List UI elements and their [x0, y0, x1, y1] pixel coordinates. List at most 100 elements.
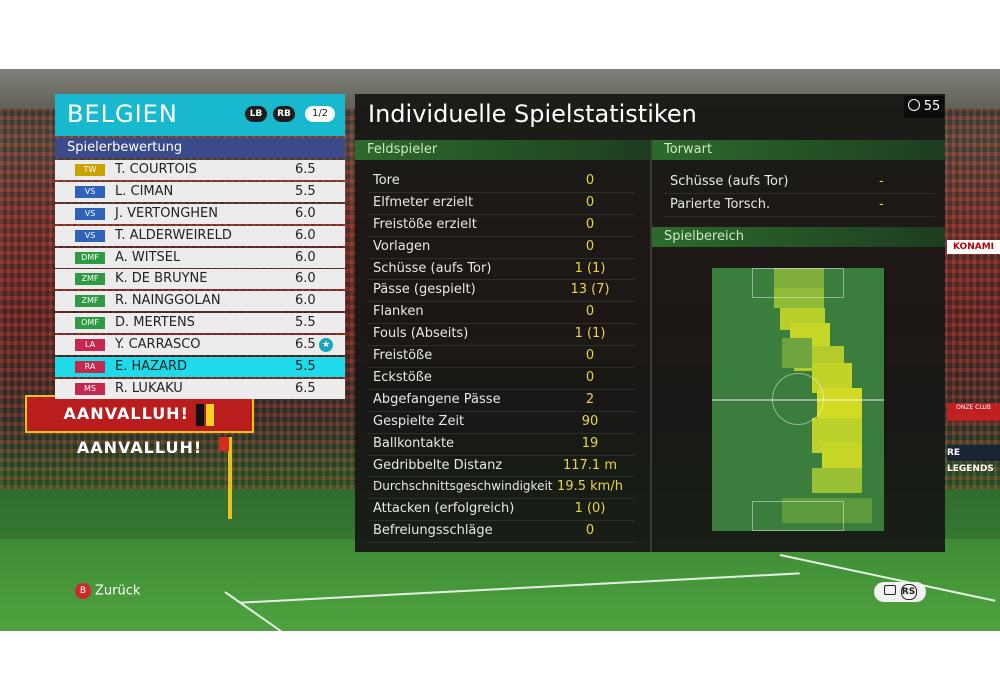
stat-value: 0 [585, 348, 595, 364]
legends-board: RE LEGENDS [947, 445, 1000, 474]
player-row[interactable]: OMF D. MERTENS 5.5 [55, 313, 345, 334]
stat-label: Gespielte Zeit [373, 413, 465, 429]
heatmap-cell [774, 288, 824, 308]
player-rating: 6.0 [295, 205, 316, 221]
stat-label: Pässe (gespielt) [373, 282, 476, 298]
player-name: D. MERTENS [115, 315, 195, 331]
stat-label: Ballkontakte [373, 435, 455, 451]
player-name: R. LUKAKU [115, 380, 183, 396]
pitch [0, 539, 1000, 631]
player-row[interactable]: VS J. VERTONGHEN 6.0 [55, 203, 345, 224]
back-button[interactable]: B Zurück [75, 583, 140, 599]
stat-value: 0 [585, 238, 595, 254]
page-indicator: 1/2 [305, 106, 335, 122]
stat-label: Tore [373, 173, 400, 188]
player-rating: 6.5 [295, 162, 316, 177]
player-row[interactable]: VS T. ALDERWEIRELD 6.0 [55, 225, 345, 246]
stat-value: 0 [585, 173, 595, 188]
stat-value: 0 [585, 523, 595, 539]
b-button-icon: B [75, 583, 91, 599]
stat-row: Fouls (Abseits) 1 (1) [368, 324, 635, 347]
position-badge: OMF [75, 317, 105, 330]
stat-row: Elfmeter erzielt 0 [368, 193, 635, 215]
stat-label: Durchschnittsgeschwindigkeit [373, 479, 553, 494]
stat-row: Vorlagen 0 [368, 237, 635, 259]
player-name: Y. CARRASCO [115, 337, 201, 353]
stat-label: Gedribbelte Distanz [373, 457, 503, 473]
gk-stat-value: - [879, 174, 884, 189]
crowd-right [945, 109, 1000, 489]
field-stats-list: Tore 0 Elfmeter erzielt 0 Freistöße erzielt 0… [368, 171, 635, 544]
rb-button[interactable]: RB [273, 106, 295, 122]
stat-row: Freistöße 0 [368, 346, 635, 369]
banner-text-right: AANVALLUH! [76, 438, 203, 457]
stat-value: 19.5 km/h [557, 479, 623, 495]
player-row[interactable]: RA E. HAZARD 5.5 [55, 357, 345, 378]
stat-value: 1 (1) [574, 326, 606, 342]
player-row[interactable]: DMF A. WITSEL 6.0 [55, 247, 345, 268]
stat-value: 117.1 m [562, 457, 617, 473]
pitch-marking [772, 373, 824, 425]
back-label: Zurück [95, 583, 141, 599]
banner-text-left: AANVALLUH! [63, 404, 189, 423]
clock-icon [907, 99, 920, 111]
player-row[interactable]: ZMF K. DE BRUYNE 6.0 [55, 269, 345, 290]
stat-row: Attacken (erfolgreich) 1 (0) [368, 499, 635, 522]
stat-label: Abgefangene Pässe [373, 391, 501, 407]
gk-stat-value: - [879, 197, 884, 212]
play-area-header: Spielbereich [652, 227, 945, 247]
stat-row: Gespielte Zeit 90 [368, 412, 635, 434]
stat-row: Pässe (gespielt) 13 (7) [368, 280, 635, 303]
position-badge: TW [75, 164, 105, 176]
stat-row: Schüsse (aufs Tor) 1 (1) [368, 259, 635, 281]
field-player-header: Feldspieler [355, 140, 650, 160]
flag-stripe-black [196, 403, 205, 426]
stat-label: Freistöße erzielt [373, 216, 477, 232]
position-badge: VS [75, 229, 105, 242]
position-badge: ZMF [75, 273, 105, 286]
player-name: T. ALDERWEIRELD [115, 227, 232, 243]
player-name: T. COURTOIS [115, 162, 197, 177]
stat-row: Gedribbelte Distanz 117.1 m [368, 456, 635, 478]
heatmap [712, 268, 884, 531]
player-name: L. CIMAN [115, 183, 174, 199]
player-rating: 6.0 [295, 271, 316, 287]
player-row[interactable]: MS R. LUKAKU 6.5 [55, 378, 345, 399]
stat-value: 1 (1) [574, 260, 606, 276]
team-name: BELGIEN [67, 100, 178, 128]
gk-stat-row: Parierte Torsch. - [664, 194, 934, 217]
stat-label: Fouls (Abseits) [373, 326, 469, 342]
pitch-marking [752, 501, 844, 531]
page-title: Individuelle Spielstatistiken [368, 100, 697, 128]
stat-label: Befreiungsschläge [373, 523, 493, 539]
position-badge: ZMF [75, 295, 105, 308]
stat-row: Durchschnittsgeschwindigkeit 19.5 km/h [368, 477, 635, 500]
rs-button-icon: RS [900, 584, 917, 600]
goalkeeper-stats-list: Schüsse (aufs Tor) - Parierte Torsch. - [664, 171, 934, 217]
position-badge: MS [75, 382, 105, 395]
player-rating: 6.5 [295, 337, 316, 353]
lb-button[interactable]: LB [245, 106, 267, 122]
player-name: J. VERTONGHEN [115, 205, 218, 221]
position-badge: RA [75, 361, 105, 374]
stat-label: Flanken [373, 304, 424, 320]
gk-stat-label: Parierte Torsch. [670, 197, 771, 212]
gk-stat-label: Schüsse (aufs Tor) [670, 174, 789, 189]
stat-row: Eckstöße 0 [368, 368, 635, 390]
pitch-marking [752, 268, 844, 298]
stat-value: 1 (0) [574, 501, 606, 517]
chat-icon [883, 585, 896, 595]
player-name: E. HAZARD [115, 359, 187, 375]
chat-rs-button[interactable]: RS [874, 582, 926, 602]
gk-stat-row: Schüsse (aufs Tor) - [664, 171, 934, 194]
player-row[interactable]: LA Y. CARRASCO 6.5 ★ [55, 335, 345, 356]
player-row[interactable]: VS L. CIMAN 5.5 [55, 181, 345, 202]
player-row[interactable]: ZMF R. NAINGGOLAN 6.0 [55, 291, 345, 312]
stat-label: Vorlagen [373, 238, 431, 254]
position-badge: DMF [75, 251, 105, 264]
heatmap-cell [782, 338, 812, 368]
player-name: K. DE BRUYNE [115, 271, 208, 287]
player-list: TW T. COURTOIS 6.5 VS L. CIMAN 5.5 VS J. VERTON… [55, 160, 345, 401]
stat-value: 0 [585, 370, 595, 386]
player-row[interactable]: TW T. COURTOIS 6.5 [55, 160, 345, 180]
